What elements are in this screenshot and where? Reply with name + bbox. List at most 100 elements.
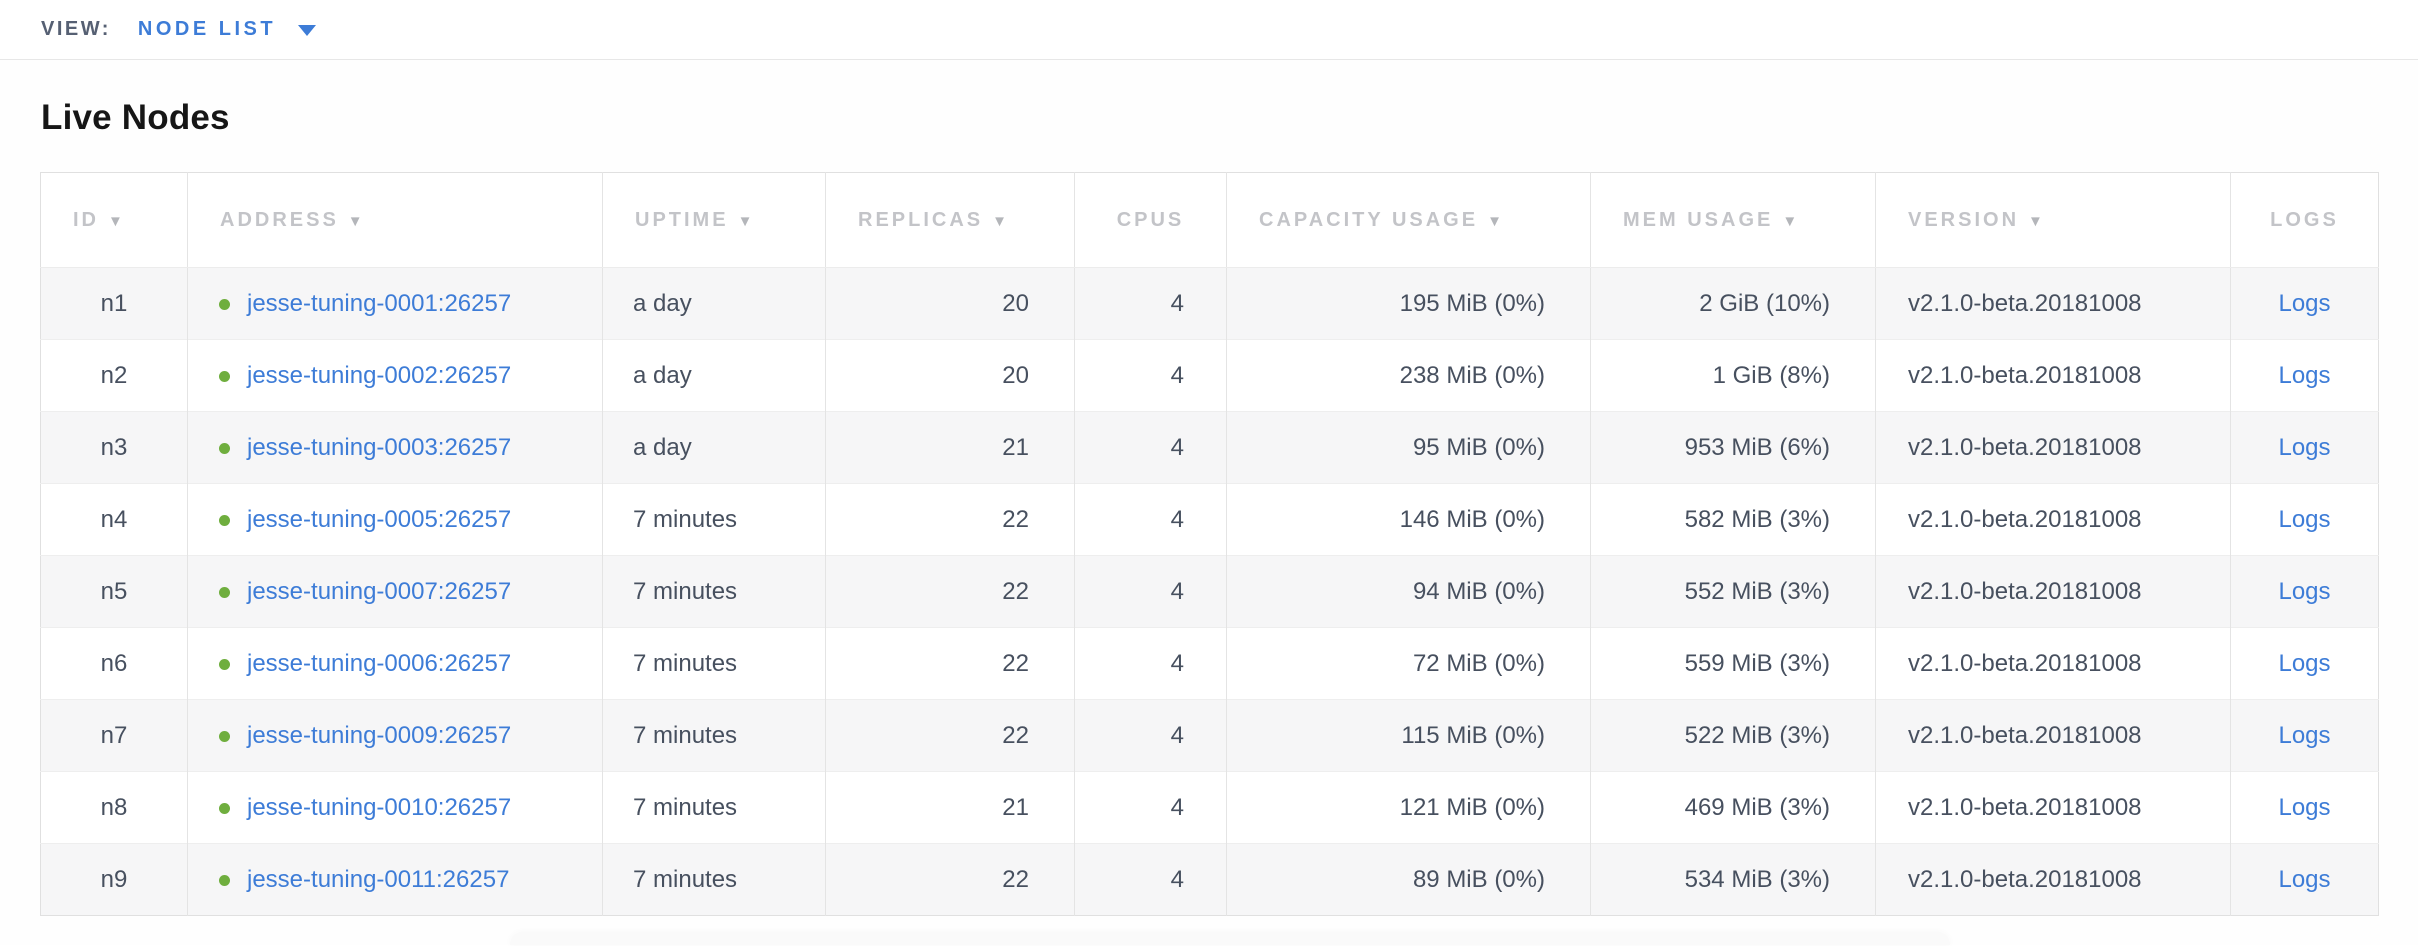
- cell-version: v2.1.0-beta.20181008: [1875, 483, 2231, 556]
- logs-link[interactable]: Logs: [2278, 433, 2331, 461]
- sort-desc-icon: ▼: [2028, 212, 2043, 230]
- live-nodes-table: ID ▼ ADDRESS ▼ UPTIME ▼ REPLICAS ▼ CPUS CAPACITY …: [40, 172, 2379, 916]
- table-row: n9 jesse-tuning-0011:26257 7 minutes 22 4 89 …: [40, 843, 2379, 916]
- cell-logs: Logs: [2230, 843, 2379, 916]
- cell-replicas: 22: [825, 699, 1075, 772]
- cell-uptime: 7 minutes: [602, 483, 826, 556]
- column-header-id[interactable]: ID ▼: [40, 172, 188, 268]
- cell-logs: Logs: [2230, 411, 2379, 484]
- chevron-down-icon: [298, 25, 317, 36]
- cell-replicas: 22: [825, 627, 1075, 700]
- logs-link[interactable]: Logs: [2278, 649, 2331, 677]
- column-header-label: CPUS: [1116, 208, 1185, 231]
- cell-version: v2.1.0-beta.20181008: [1875, 267, 2231, 340]
- logs-link[interactable]: Logs: [2278, 865, 2331, 893]
- cell-logs: Logs: [2230, 483, 2379, 556]
- column-header-label: UPTIME: [635, 208, 729, 231]
- logs-link[interactable]: Logs: [2278, 361, 2331, 389]
- cell-mem: 469 MiB (3%): [1590, 771, 1876, 844]
- column-header-cpus: CPUS: [1074, 172, 1227, 268]
- view-label: VIEW:: [41, 18, 111, 40]
- column-header-label: VERSION: [1908, 208, 2020, 231]
- cell-uptime: 7 minutes: [602, 771, 826, 844]
- cell-cpus: 4: [1074, 411, 1227, 484]
- node-address-link[interactable]: jesse-tuning-0009:26257: [247, 721, 512, 749]
- node-address-link[interactable]: jesse-tuning-0001:26257: [247, 289, 512, 317]
- cell-address: jesse-tuning-0006:26257: [187, 627, 603, 700]
- node-status-dot: [219, 874, 230, 886]
- cell-version: v2.1.0-beta.20181008: [1875, 555, 2231, 628]
- node-status-dot: [219, 370, 230, 382]
- cell-replicas: 22: [825, 483, 1075, 556]
- node-status-dot: [219, 730, 230, 742]
- cell-address: jesse-tuning-0005:26257: [187, 483, 603, 556]
- cell-logs: Logs: [2230, 771, 2379, 844]
- view-selector-dropdown[interactable]: NODE LIST: [138, 18, 317, 41]
- cell-uptime: 7 minutes: [602, 627, 826, 700]
- cell-id: n5: [40, 555, 188, 628]
- cell-version: v2.1.0-beta.20181008: [1875, 411, 2231, 484]
- cell-cpus: 4: [1074, 627, 1227, 700]
- node-status-dot: [219, 298, 230, 310]
- node-address-link[interactable]: jesse-tuning-0011:26257: [247, 865, 510, 893]
- logs-link[interactable]: Logs: [2278, 577, 2331, 605]
- node-address-link[interactable]: jesse-tuning-0007:26257: [247, 577, 512, 605]
- sort-desc-icon: ▼: [1487, 212, 1502, 230]
- cell-id: n9: [40, 843, 188, 916]
- cell-id: n2: [40, 339, 188, 412]
- cell-replicas: 22: [825, 843, 1075, 916]
- cell-mem: 2 GiB (10%): [1590, 267, 1876, 340]
- cell-cpus: 4: [1074, 771, 1227, 844]
- cell-logs: Logs: [2230, 267, 2379, 340]
- cell-mem: 953 MiB (6%): [1590, 411, 1876, 484]
- cell-replicas: 21: [825, 411, 1075, 484]
- node-address-link[interactable]: jesse-tuning-0005:26257: [247, 505, 512, 533]
- cell-id: n4: [40, 483, 188, 556]
- cell-address: jesse-tuning-0011:26257: [187, 843, 603, 916]
- cell-capacity: 115 MiB (0%): [1226, 699, 1591, 772]
- node-status-dot: [219, 442, 230, 454]
- column-header-label: MEM USAGE: [1623, 208, 1774, 231]
- sort-desc-icon: ▼: [347, 212, 363, 230]
- cell-mem: 582 MiB (3%): [1590, 483, 1876, 556]
- cell-capacity: 195 MiB (0%): [1226, 267, 1591, 340]
- column-header-mem[interactable]: MEM USAGE ▼: [1590, 172, 1876, 268]
- cell-replicas: 22: [825, 555, 1075, 628]
- column-header-label: LOGS: [2270, 208, 2339, 231]
- content-area: Live Nodes ID ▼ ADDRESS ▼ UPTIME ▼ REPLICAS ▼ CP…: [0, 60, 2418, 945]
- cell-uptime: a day: [602, 339, 826, 412]
- column-header-address[interactable]: ADDRESS ▼: [187, 172, 603, 268]
- cell-mem: 559 MiB (3%): [1590, 627, 1876, 700]
- column-header-capacity[interactable]: CAPACITY USAGE ▼: [1226, 172, 1591, 268]
- node-address-link[interactable]: jesse-tuning-0010:26257: [247, 793, 512, 821]
- node-address-link[interactable]: jesse-tuning-0002:26257: [247, 361, 512, 389]
- cell-replicas: 20: [825, 267, 1075, 340]
- cell-uptime: a day: [602, 411, 826, 484]
- cell-version: v2.1.0-beta.20181008: [1875, 627, 2231, 700]
- column-header-uptime[interactable]: UPTIME ▼: [602, 172, 826, 268]
- column-header-version[interactable]: VERSION ▼: [1875, 172, 2231, 268]
- logs-link[interactable]: Logs: [2278, 505, 2331, 533]
- table-row: n1 jesse-tuning-0001:26257 a day 20 4 195 MiB…: [40, 267, 2379, 340]
- cell-id: n3: [40, 411, 188, 484]
- cell-uptime: 7 minutes: [602, 555, 826, 628]
- cell-address: jesse-tuning-0001:26257: [187, 267, 603, 340]
- column-header-logs: LOGS: [2230, 172, 2379, 268]
- cell-capacity: 121 MiB (0%): [1226, 771, 1591, 844]
- logs-link[interactable]: Logs: [2278, 793, 2331, 821]
- column-header-label: ADDRESS: [220, 208, 339, 231]
- node-address-link[interactable]: jesse-tuning-0006:26257: [247, 649, 512, 677]
- cell-capacity: 94 MiB (0%): [1226, 555, 1591, 628]
- cell-cpus: 4: [1074, 555, 1227, 628]
- node-address-link[interactable]: jesse-tuning-0003:26257: [247, 433, 512, 461]
- table-row: n6 jesse-tuning-0006:26257 7 minutes 22 4 72 …: [40, 627, 2379, 700]
- column-header-replicas[interactable]: REPLICAS ▼: [825, 172, 1075, 268]
- cell-id: n8: [40, 771, 188, 844]
- table-header-row: ID ▼ ADDRESS ▼ UPTIME ▼ REPLICAS ▼ CPUS CAPACITY …: [40, 172, 2379, 268]
- page-title: Live Nodes: [41, 98, 230, 137]
- node-status-dot: [219, 586, 230, 598]
- logs-link[interactable]: Logs: [2278, 721, 2331, 749]
- logs-link[interactable]: Logs: [2278, 289, 2331, 317]
- cell-version: v2.1.0-beta.20181008: [1875, 339, 2231, 412]
- cell-replicas: 20: [825, 339, 1075, 412]
